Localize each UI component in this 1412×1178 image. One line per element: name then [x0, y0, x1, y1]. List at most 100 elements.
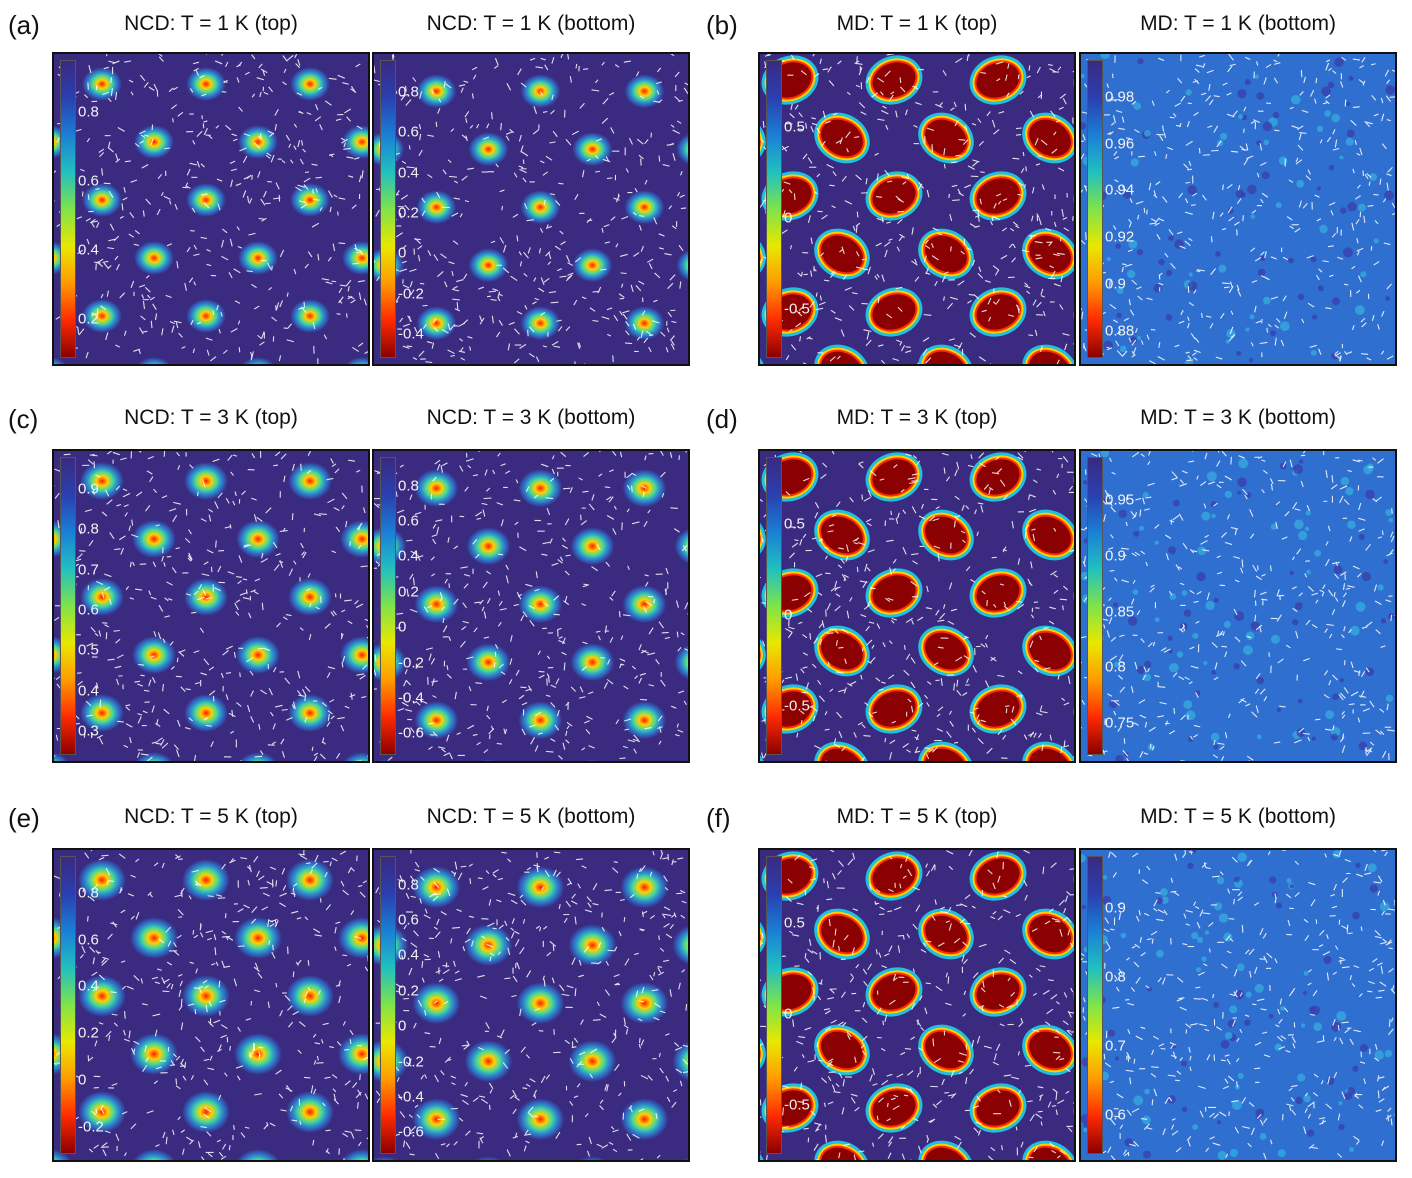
panel-title: NCD: T = 5 K (top) — [124, 805, 298, 828]
colorbar — [766, 856, 782, 1154]
colorbar-tick-label: 0.94 — [1105, 181, 1135, 199]
skyrmion-core — [821, 632, 863, 670]
colorbar-tick-label: -0.2 — [398, 285, 424, 303]
skyrmion-blob — [674, 528, 688, 564]
panel-label: (b) — [706, 10, 738, 40]
texture-map — [54, 850, 368, 1160]
spin-arrows — [374, 54, 688, 364]
skyrmion-core — [821, 235, 863, 273]
skyrmion-core — [872, 459, 916, 495]
skyrmion-blob — [54, 1149, 72, 1160]
colorbar-tick-label: 0 — [398, 618, 407, 636]
skyrmion-blob — [672, 925, 688, 965]
texture-map — [374, 850, 688, 1160]
skyrmion-blob — [520, 190, 561, 225]
skyrmion-blob — [340, 520, 368, 558]
skyrmion-blob — [414, 701, 459, 740]
colorbar-tick-label: 0 — [784, 209, 793, 227]
skyrmion-blob — [78, 859, 126, 901]
panel-label: (f) — [706, 803, 731, 833]
skyrmion-blob — [338, 1033, 368, 1075]
colorbar-tick-label: 0.2 — [398, 204, 419, 222]
skyrmion-blob — [234, 1033, 282, 1075]
texture-map — [760, 54, 1074, 364]
skyrmion-blob — [414, 585, 459, 624]
map-panel: 0.8 0.6 0.4 0.2 0 -0.2 — [52, 848, 370, 1162]
skyrmion-blob — [236, 520, 280, 558]
colorbar — [1087, 856, 1103, 1154]
skyrmion-blob — [687, 760, 688, 761]
colorbar-tick-label: 0.4 — [398, 946, 419, 964]
skyrmion-blob — [182, 1091, 230, 1133]
colorbar-tick-label: 0.8 — [398, 477, 419, 495]
skyrmion-blob — [288, 694, 332, 732]
colorbar-tick-label: 0.2 — [78, 1024, 99, 1042]
colorbar-tick-label: 0.96 — [1105, 135, 1135, 153]
skyrmion-blob — [468, 248, 509, 283]
panel-title: MD: T = 5 K (bottom) — [1140, 805, 1336, 828]
skyrmion-blob — [622, 701, 667, 740]
skyrmion-core — [1029, 1147, 1071, 1160]
skyrmion-blob — [516, 1098, 565, 1141]
panel-label: (e) — [8, 803, 40, 833]
skyrmion-blob — [572, 248, 613, 283]
colorbar-tick-label: 0.85 — [1105, 603, 1135, 621]
colorbar-tick-label: 0.6 — [398, 123, 419, 141]
skyrmion-blob — [132, 636, 176, 674]
colorbar-tick-label: 0.7 — [78, 561, 99, 579]
skyrmion-blob — [516, 982, 565, 1025]
colorbar-tick-label: 0.4 — [398, 547, 419, 565]
skyrmion-blob — [184, 462, 228, 500]
skyrmion-blob — [466, 527, 511, 566]
colorbar-tick-label: 0.88 — [1105, 322, 1135, 340]
skyrmion-blob — [130, 917, 178, 959]
skyrmion-blob — [286, 975, 334, 1017]
map-panel: 0.9 0.8 0.7 0.6 0.5 0.4 0.3 — [52, 449, 370, 763]
skyrmion-blob — [620, 866, 669, 909]
colorbar — [1087, 60, 1103, 358]
skyrmion-core — [925, 1147, 967, 1160]
skyrmion-core — [872, 178, 916, 214]
skyrmion-blob — [238, 125, 278, 159]
colorbar-tick-label: 0.4 — [398, 164, 419, 182]
colorbar — [60, 60, 76, 358]
colorbar-tick-label: -0.2 — [78, 1118, 104, 1136]
skyrmion-blob — [288, 462, 332, 500]
panel-title: NCD: T = 1 K (top) — [124, 12, 298, 35]
colorbar-tick-label: -0.4 — [398, 689, 424, 707]
colorbar — [380, 457, 396, 755]
skyrmion-blob — [78, 975, 126, 1017]
skyrmion-core — [872, 1090, 916, 1126]
skyrmion-blob — [624, 74, 665, 109]
colorbar-tick-label: -0.5 — [784, 1096, 810, 1114]
colorbar-tick-label: -0.4 — [398, 325, 424, 343]
map-panel: 0.8 0.6 0.4 0.2 — [52, 52, 370, 366]
colorbar-tick-label: 0.2 — [398, 982, 419, 1000]
colorbar-tick-label: 0.6 — [1105, 1106, 1126, 1124]
texture-map — [374, 54, 688, 364]
skyrmion-core — [821, 915, 863, 953]
skyrmion-blob — [518, 585, 563, 624]
map-panel: 0.8 0.6 0.4 0.2 0 -0.2 -0.4 — [372, 52, 690, 366]
skyrmion-blob — [338, 917, 368, 959]
texture-map — [760, 451, 1074, 761]
skyrmion-blob — [674, 644, 688, 680]
skyrmion-blob — [412, 866, 461, 909]
skyrmion-core — [925, 351, 967, 364]
panel-title: NCD: T = 3 K (bottom) — [426, 406, 636, 429]
colorbar-tick-label: 0.2 — [398, 583, 419, 601]
skyrmion-core — [925, 119, 967, 157]
skyrmion-blob — [80, 462, 124, 500]
skyrmion-blob — [622, 585, 667, 624]
skyrmion-blob — [416, 74, 457, 109]
skyrmion-blob — [290, 183, 330, 217]
spin-arrows — [54, 850, 368, 1160]
skyrmion-blob — [186, 183, 226, 217]
colorbar-tick-label: 0.7 — [1105, 1037, 1126, 1055]
skyrmion-blob — [672, 1041, 688, 1081]
skyrmion-blob — [682, 1157, 688, 1160]
skyrmion-core — [925, 748, 967, 761]
map-panel: 0.5 0 -0.5 — [758, 848, 1076, 1162]
skyrmion-blob — [82, 183, 122, 217]
skyrmion-blob — [568, 924, 617, 967]
